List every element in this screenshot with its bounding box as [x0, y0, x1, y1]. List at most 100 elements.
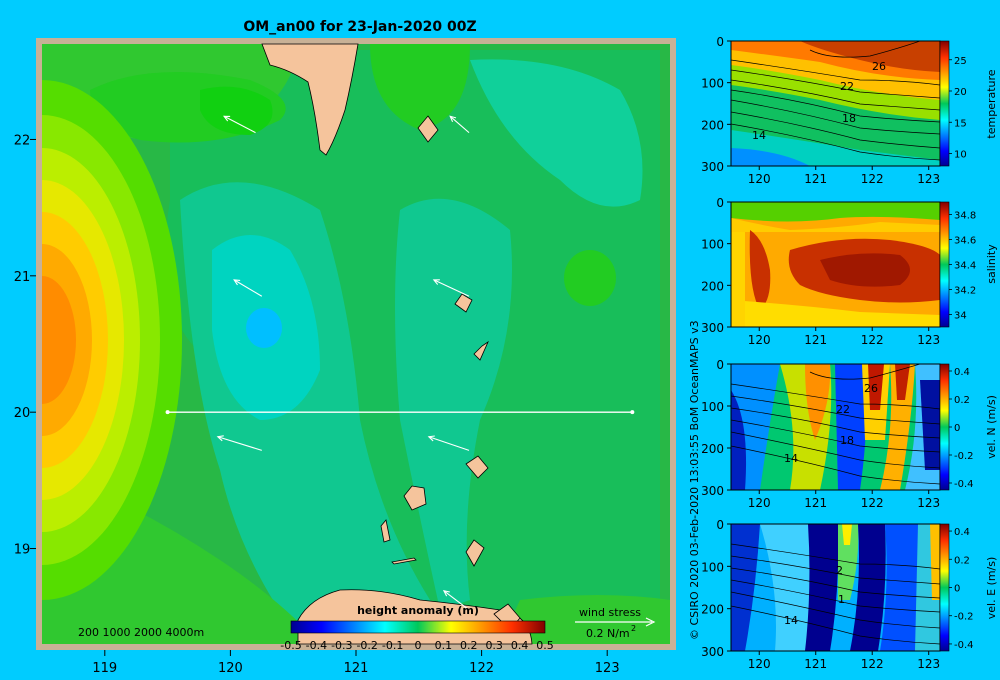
temperature-colorbar-label: temperature	[985, 69, 998, 138]
wind-arrow	[432, 279, 470, 297]
section-y-tick-label: 0	[716, 196, 724, 210]
section-x-tick-label: 123	[917, 496, 940, 510]
map-title: OM_an00 for 23-Jan-2020 00Z	[243, 19, 476, 35]
colorbar-tick-label: -0.2	[356, 639, 377, 652]
section-colorbar-tick-label: 34	[954, 311, 967, 322]
colorbar-tick-label: 0.2	[460, 639, 478, 652]
map-y-tick-label: 22	[14, 133, 31, 148]
height-anomaly-colorbar: height anomaly (m) -0.5 -0.4 -0.3 -0.2 -0.1 0…	[280, 604, 553, 652]
veln-contour-label: 14	[784, 452, 798, 465]
section-y-tick-label: 300	[701, 321, 724, 335]
section-x-tick-label: 122	[861, 657, 884, 671]
vele-contour-label: 1	[838, 593, 845, 606]
section-colorbar-tick-label: 34.8	[954, 211, 976, 222]
section-y-tick-label: 100	[701, 77, 724, 91]
wind-arrow	[233, 279, 263, 297]
section-colorbar-tick-label: 0	[954, 423, 960, 434]
temperature-colorbar-ticks: 25 20 15 10	[949, 56, 967, 161]
colorbar-tick-label: -0.5	[280, 639, 301, 652]
section-x-tick-label: 121	[804, 496, 827, 510]
section-colorbar-tick-label: 10	[954, 150, 967, 161]
section-y-tick-label: 100	[701, 238, 724, 252]
section-x-tick-label: 121	[804, 657, 827, 671]
salinity-section-panel: 34.8 34.6 34.4 34.2 34 120 121 122 123 0 100 200 3…	[701, 196, 998, 347]
map-y-ticks: 19 20 21 22	[14, 133, 36, 558]
wind-arrow	[442, 590, 470, 611]
section-colorbar-tick-label: 0.2	[954, 395, 970, 406]
section-y-tick-label: 300	[701, 484, 724, 498]
section-colorbar-tick-label: 0	[954, 584, 960, 595]
velocity-east-y-ticks: 0 100 200 300	[701, 518, 731, 659]
section-y-tick-label: 200	[701, 442, 724, 456]
section-y-tick-label: 300	[701, 160, 724, 174]
section-colorbar-tick-label: -0.2	[954, 451, 974, 462]
section-x-tick-label: 123	[917, 657, 940, 671]
wind-arrow	[427, 435, 470, 451]
section-y-tick-label: 200	[701, 118, 724, 132]
colorbar-tick-label: -0.4	[306, 639, 327, 652]
temperature-colorbar	[939, 40, 950, 167]
credit-text: © CSIRO 2020 03-Feb-2020 13:03:55 BoM Oc…	[688, 320, 701, 640]
map-x-tick-label: 123	[595, 661, 620, 676]
wind-stress-scale: 0.2 N/m	[586, 627, 630, 640]
colorbar-tick-label: 0.5	[536, 639, 554, 652]
wind-arrow	[216, 435, 262, 451]
section-y-tick-label: 200	[701, 603, 724, 617]
map-y-tick-label: 21	[14, 270, 31, 285]
section-x-tick-label: 122	[861, 172, 884, 186]
colorbar-tick-label: 0.3	[485, 639, 503, 652]
section-x-tick-label: 123	[917, 172, 940, 186]
section-colorbar-tick-label: 0.4	[954, 367, 970, 378]
map-y-tick-label: 20	[14, 406, 31, 421]
temp-contour-label: 26	[872, 60, 886, 73]
map-x-tick-label: 122	[469, 661, 494, 676]
section-y-tick-label: 0	[716, 518, 724, 532]
velocity-north-y-ticks: 0 100 200 300	[701, 358, 731, 498]
colorbar-tick-label: -0.1	[382, 639, 403, 652]
colorbar-tick-label: 0	[415, 639, 422, 652]
section-y-tick-label: 100	[701, 560, 724, 574]
section-colorbar-tick-label: 34.2	[954, 286, 976, 297]
temp-contour-label: 18	[842, 112, 856, 125]
temperature-section-panel: 26 22 18 14 25 20 15 10 120 121 122 123 0 100 20…	[701, 35, 998, 186]
colorbar-tick-label: 0.4	[511, 639, 529, 652]
temp-contour-label: 22	[840, 80, 854, 93]
section-colorbar-tick-label: 34.6	[954, 236, 976, 247]
section-y-tick-label: 0	[716, 358, 724, 372]
section-colorbar-tick-label: 0.2	[954, 555, 970, 566]
velocity-north-colorbar	[939, 363, 950, 491]
colorbar-tick-label: -0.3	[331, 639, 352, 652]
salinity-x-ticks: 120 121 122 123	[748, 327, 940, 347]
velocity-east-x-ticks: 120 121 122 123	[748, 651, 940, 671]
velocity-east-section-panel: 2 1 14 0.4 0.2 0 -0.2 -0.4 120 121 122 123 0 100…	[701, 518, 998, 671]
veln-contour-label: 22	[836, 403, 850, 416]
section-colorbar-tick-label: 25	[954, 56, 967, 67]
map-x-tick-label: 121	[344, 661, 369, 676]
section-colorbar-tick-label: -0.2	[954, 612, 974, 623]
map-y-tick-label: 19	[14, 543, 31, 558]
wind-stress-exponent: 2	[631, 624, 636, 633]
section-x-tick-label: 123	[917, 333, 940, 347]
section-x-tick-label: 120	[748, 333, 771, 347]
bathymetry-legend: 200 1000 2000 4000m	[78, 626, 204, 639]
wind-arrow	[222, 115, 256, 134]
veln-contour-label: 18	[840, 434, 854, 447]
veln-contour-label: 26	[864, 382, 878, 395]
velocity-east-colorbar-ticks: 0.4 0.2 0 -0.2 -0.4	[949, 527, 974, 651]
section-x-tick-label: 120	[748, 657, 771, 671]
temp-contour-label: 14	[752, 129, 766, 142]
section-x-tick-label: 122	[861, 333, 884, 347]
section-y-tick-label: 100	[701, 400, 724, 414]
wind-stress-label: wind stress	[579, 606, 641, 619]
section-x-tick-label: 121	[804, 333, 827, 347]
wind-arrows	[216, 115, 470, 611]
velocity-north-x-ticks: 120 121 122 123	[748, 490, 940, 510]
velocity-north-colorbar-ticks: 0.4 0.2 0 -0.2 -0.4	[949, 367, 974, 490]
wind-stress-legend: wind stress 0.2 N/m 2	[575, 606, 656, 640]
vele-contour-label: 14	[784, 614, 798, 627]
section-x-tick-label: 121	[804, 172, 827, 186]
salinity-colorbar-ticks: 34.8 34.6 34.4 34.2 34	[949, 211, 976, 322]
map-field	[42, 44, 670, 644]
